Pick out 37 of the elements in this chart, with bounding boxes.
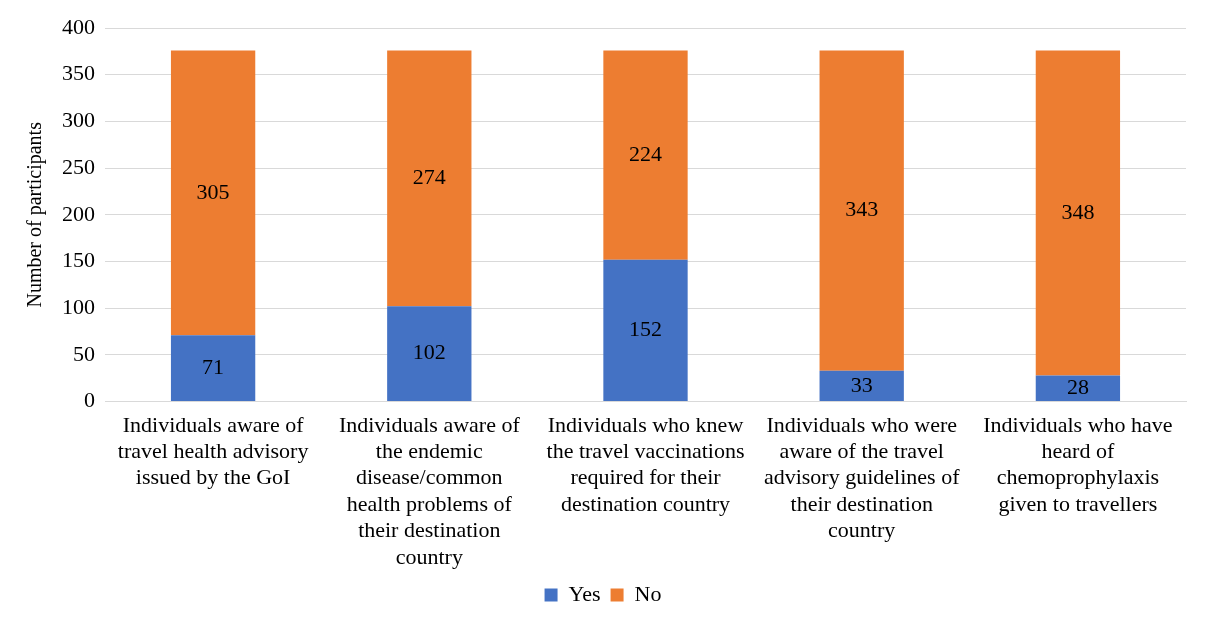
data-label: 33 [850,371,873,397]
x-tick-label: Individuals who were aware of the travel advisory guidelines of their destination country [763,411,961,543]
y-tick-label: 250 [62,153,95,179]
y-tick-label: 50 [73,340,95,366]
x-tick-label: Individuals who knew the travel vaccinations required for their destination country [546,411,745,516]
data-label: 348 [1061,198,1095,224]
data-label: 152 [629,316,662,342]
y-tick-label: 400 [62,13,95,39]
data-label: 274 [412,164,446,190]
y-tick-label: 300 [62,107,95,133]
y-tick-label: 200 [62,200,95,226]
bar [1035,375,1121,402]
y-tick-label: 0 [84,387,95,413]
y-axis-title: Number of participants [23,121,47,308]
bar [603,259,688,402]
bar [603,50,688,260]
data-label: 28 [1066,374,1089,400]
data-label: 71 [202,353,225,379]
y-tick-label: 150 [62,247,95,273]
bar [170,335,256,402]
data-label: 102 [412,339,446,365]
legend-label: No [634,580,662,606]
data-label: 343 [845,196,879,222]
x-tick-label: Individuals aware of the endemic disease/common health problems of their destination country [338,411,521,569]
bar [819,370,904,402]
data-label: 305 [196,178,230,204]
x-tick-label: Individuals who have heard of chemoprophylaxis given to travellers [983,411,1173,516]
data-label: 224 [629,140,662,166]
bar [170,50,256,336]
bar [1035,50,1121,376]
legend-label: Yes [568,580,601,606]
bar [387,50,472,307]
y-tick-label: 100 [62,293,95,319]
x-tick-label: Individuals aware of travel health advisory issued by the GoI [117,411,309,490]
bar [819,50,904,371]
y-tick-label: 350 [62,60,95,86]
bar [387,306,472,402]
